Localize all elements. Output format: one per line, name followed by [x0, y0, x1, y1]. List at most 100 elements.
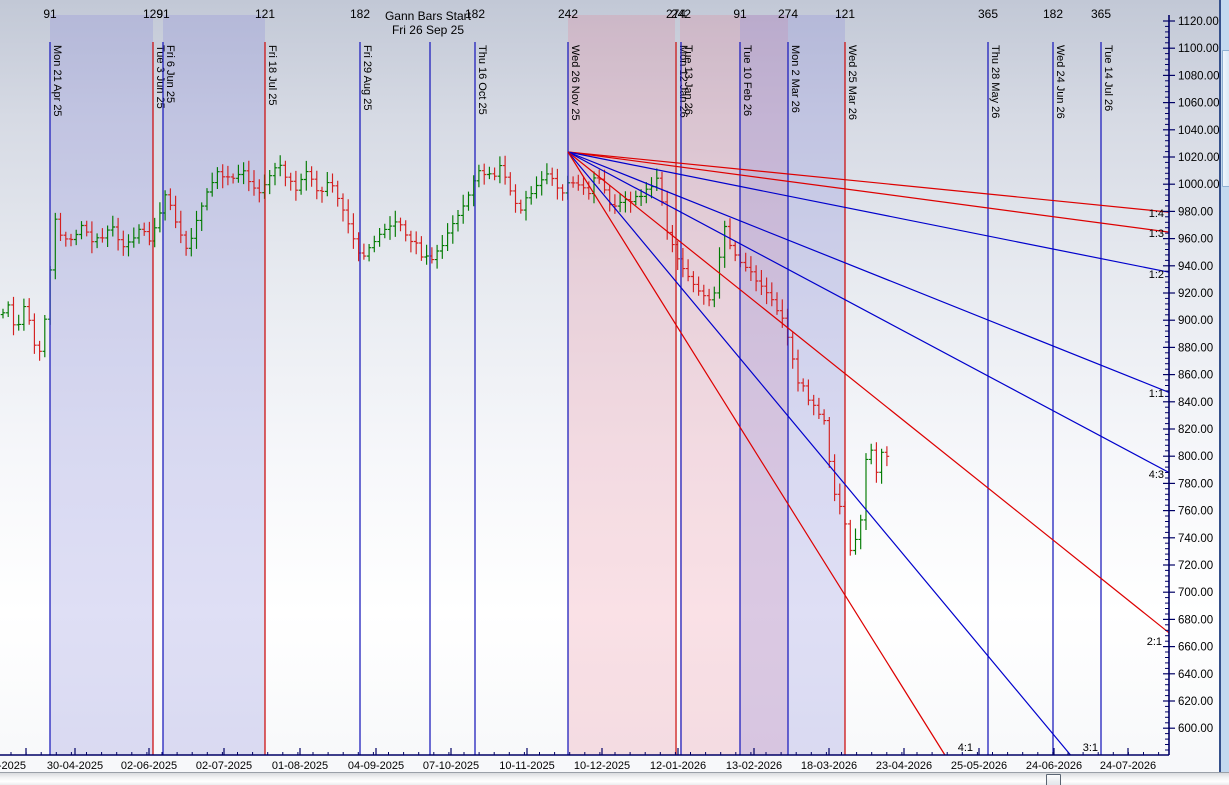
- y-axis-label: 700.00: [1178, 587, 1213, 599]
- cycle-date-label: Tue 10 Feb 26: [741, 45, 753, 116]
- cycle-count-label: 365: [1091, 7, 1111, 21]
- cycle-date-label: Mon 2 Mar 26: [789, 45, 801, 113]
- y-axis-label: 800.00: [1178, 451, 1213, 463]
- gann-fan-line-4-3[interactable]: [567, 151, 1170, 474]
- cycle-date-label: Thu 28 May 26: [989, 45, 1001, 118]
- x-axis-label: 07-10-2025: [423, 760, 479, 772]
- ohlc-bars-down: [11, 155, 890, 556]
- y-axis-label: 840.00: [1178, 397, 1213, 409]
- cycle-band: [680, 15, 788, 755]
- cycle-count-label: 91: [733, 7, 747, 21]
- y-axis-label: 980.00: [1178, 206, 1213, 218]
- cycle-count-label: 274: [778, 7, 798, 21]
- x-axis-label: 30-04-2025: [47, 760, 103, 772]
- cycle-count-label: 182: [465, 7, 485, 21]
- cycle-date-label: Wed 25 Mar 26: [846, 45, 858, 120]
- cycle-date-label: Fri 6 Jun 25: [164, 45, 176, 103]
- cycle-count-label: 242: [671, 7, 691, 21]
- y-axis-label: 1120.00: [1178, 16, 1219, 28]
- gann-fan-line-1-3[interactable]: [567, 151, 1170, 233]
- x-axis-label: 13-02-2026: [726, 760, 782, 772]
- cycle-count-label: 242: [558, 7, 578, 21]
- x-axis-label: 23-04-2026: [876, 760, 932, 772]
- x-axis-label: 02-06-2025: [121, 760, 177, 772]
- x-axis-label: 12-01-2026: [650, 760, 706, 772]
- y-axis-label: 1100.00: [1178, 43, 1219, 55]
- cycle-count-label: 129: [143, 7, 163, 21]
- cycle-count-label: 91: [43, 7, 57, 21]
- x-axis-label: 25-05-2026: [951, 760, 1007, 772]
- cycle-date-label: Mon 12 Jan 26: [677, 45, 689, 118]
- gann-fan-line-4-1[interactable]: [567, 151, 946, 756]
- y-axis-label: 1000.00: [1178, 179, 1220, 191]
- y-axis-label: 1040.00: [1178, 125, 1220, 137]
- y-axis-label: 920.00: [1178, 288, 1213, 300]
- cycle-count-label: 121: [255, 7, 275, 21]
- x-axis-label: 24-06-2026: [1026, 760, 1082, 772]
- y-axis-label: 820.00: [1178, 424, 1213, 436]
- y-axis-label: 880.00: [1178, 342, 1213, 354]
- cycle-date-label: Fri 18 Jul 25: [266, 45, 278, 106]
- cycle-date-label: Thu 16 Oct 25: [476, 45, 488, 115]
- gann-fan-line-1-2[interactable]: [567, 151, 1170, 273]
- gann-start-title-line1: Gann Bars Start: [384, 9, 472, 23]
- cycle-date-label: Tue 14 Jul 26: [1102, 45, 1114, 111]
- x-axis-label: 18-03-2026: [801, 760, 857, 772]
- cycle-count-label: 365: [978, 7, 998, 21]
- horizontal-scrollbar-track[interactable]: [0, 772, 1229, 785]
- cycle-count-label: 274: [666, 7, 686, 21]
- y-axis-label: 620.00: [1178, 696, 1213, 708]
- y-axis-label: 740.00: [1178, 533, 1213, 545]
- gann-start-title: Gann Bars Start Fri 26 Sep 25: [353, 9, 503, 37]
- cycle-date-label: Wed 26 Nov 25: [569, 45, 581, 121]
- gann-fan-label: 1:3: [1149, 228, 1164, 240]
- y-axis-label: 1060.00: [1178, 98, 1220, 110]
- vertical-scrollbar-track[interactable]: [1219, 0, 1229, 772]
- gann-fan-label: 4:1: [958, 742, 973, 754]
- cycle-count-label: 182: [350, 7, 370, 21]
- x-axis-label: 10-11-2025: [499, 760, 554, 772]
- y-axis-label: 760.00: [1178, 506, 1213, 518]
- y-axis-label: 1080.00: [1178, 70, 1220, 82]
- y-axis-label: 720.00: [1178, 560, 1213, 572]
- gann-fan-label: 1:4: [1149, 208, 1164, 220]
- gann-fan-label: 3:1: [1083, 742, 1098, 754]
- cycle-count-label: 121: [835, 7, 855, 21]
- y-axis-label: 860.00: [1178, 370, 1213, 382]
- vertical-scrollbar-thumb[interactable]: [1222, 50, 1229, 187]
- x-axis-label: 10-12-2025: [574, 760, 630, 772]
- y-axis-label: 660.00: [1178, 642, 1213, 654]
- x-axis-label: -2025: [0, 760, 26, 772]
- gann-start-title-line2: Fri 26 Sep 25: [391, 23, 465, 37]
- y-axis-label: 600.00: [1178, 723, 1213, 735]
- x-axis-label: 24-07-2026: [1100, 760, 1156, 772]
- x-axis-label: 01-08-2025: [272, 760, 328, 772]
- cycle-count-label: 91: [156, 7, 170, 21]
- x-axis-label: 02-07-2025: [196, 760, 252, 772]
- cycle-count-label: 182: [1043, 7, 1063, 21]
- y-axis-label: 960.00: [1178, 234, 1213, 246]
- gann-fan-line-2-1[interactable]: [567, 151, 1170, 634]
- gann-fan-label: 1:1: [1149, 388, 1164, 400]
- y-axis-label: 1020.00: [1178, 152, 1220, 164]
- y-axis-label: 780.00: [1178, 478, 1213, 490]
- ohlc-bars-up: [0, 155, 884, 555]
- gann-fan-label: 2:1: [1147, 636, 1162, 648]
- gann-fan-label: 1:2: [1149, 269, 1164, 281]
- x-axis-label: 04-09-2025: [348, 760, 404, 772]
- gann-fan-line-3-1[interactable]: [567, 151, 1071, 756]
- y-axis-label: 680.00: [1178, 614, 1213, 626]
- cycle-date-label: Wed 24 Jun 26: [1054, 45, 1066, 119]
- gann-fan-line-1-4[interactable]: [567, 151, 1170, 213]
- cycle-band: [50, 15, 153, 755]
- y-axis-label: 940.00: [1178, 261, 1213, 273]
- gann-fan-line-1-1[interactable]: [567, 151, 1170, 393]
- cycle-band: [568, 15, 675, 755]
- y-axis-label: 900.00: [1178, 315, 1213, 327]
- horizontal-scrollbar-thumb[interactable]: [1046, 774, 1061, 785]
- cycle-date-label: Fri 29 Aug 25: [361, 45, 373, 110]
- cycle-date-label: Tue 13 Jan 26: [682, 45, 694, 115]
- gann-fan-label: 4:3: [1149, 469, 1164, 481]
